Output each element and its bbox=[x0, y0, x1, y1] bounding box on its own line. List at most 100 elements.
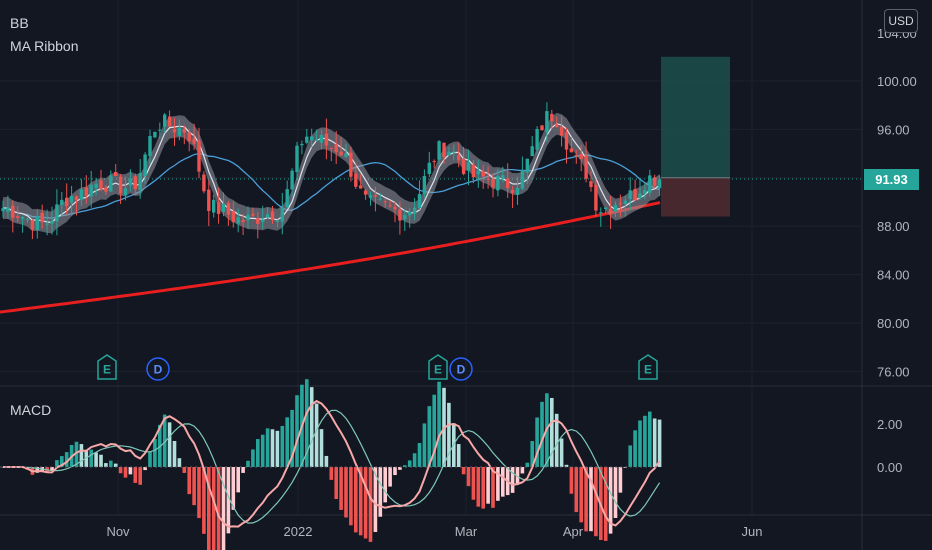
candle-body bbox=[442, 142, 446, 158]
macd-histogram-bar bbox=[241, 467, 245, 473]
macd-histogram-bar bbox=[216, 467, 221, 550]
macd-tick-label: 0.00 bbox=[877, 460, 902, 475]
candle-body bbox=[633, 188, 637, 201]
ma-blue-path bbox=[2, 152, 660, 219]
macd-histogram-bar bbox=[256, 439, 260, 467]
macd-histogram-bar bbox=[613, 467, 618, 518]
candle-body bbox=[486, 178, 490, 180]
candle-body bbox=[172, 129, 177, 133]
macd-histogram-bar bbox=[319, 429, 324, 467]
macd-histogram-bar bbox=[354, 467, 358, 533]
candle-body bbox=[197, 140, 201, 172]
macd-histogram-bar bbox=[378, 467, 383, 517]
candlesticks bbox=[1, 102, 662, 240]
macd-histogram-bar bbox=[501, 467, 505, 497]
macd-histogram-bar bbox=[486, 467, 490, 504]
macd-histogram-bar bbox=[559, 438, 564, 467]
macd-histogram-bar bbox=[202, 467, 206, 534]
candle-body bbox=[236, 217, 240, 224]
candle-body bbox=[290, 170, 294, 190]
candle-body bbox=[182, 129, 186, 133]
candle-body bbox=[187, 132, 191, 142]
candle-body bbox=[79, 189, 84, 200]
macd-histogram-bar bbox=[427, 406, 432, 467]
macd-histogram-bar bbox=[64, 452, 69, 467]
candle-body bbox=[300, 143, 304, 146]
macd-histogram-bar bbox=[265, 428, 270, 467]
macd-histogram-bar bbox=[172, 440, 177, 467]
candle-body bbox=[1, 208, 5, 212]
candle-body bbox=[314, 139, 319, 141]
candle-body bbox=[280, 208, 284, 222]
candle-body bbox=[45, 223, 49, 225]
candle-body bbox=[99, 180, 103, 189]
candle-body bbox=[310, 136, 314, 141]
macd-histogram-bar bbox=[143, 467, 147, 471]
candle-body bbox=[422, 176, 427, 194]
macd-histogram-bar bbox=[530, 441, 534, 467]
candle-body bbox=[143, 154, 147, 177]
ma-ribbon-indicator-label[interactable]: MA Ribbon bbox=[10, 38, 79, 54]
candle-body bbox=[545, 111, 549, 133]
sma-200-path bbox=[0, 201, 661, 314]
macd-histogram-bar bbox=[471, 467, 476, 500]
candle-body bbox=[604, 207, 608, 210]
macd-histogram-bar bbox=[177, 458, 182, 467]
macd-histogram-bar bbox=[447, 402, 451, 467]
macd-histogram-bar bbox=[412, 453, 417, 467]
macd-histogram-bar bbox=[192, 467, 196, 506]
macd-histogram-bar bbox=[481, 467, 485, 509]
candle-body bbox=[295, 145, 299, 173]
macd-histogram-bar bbox=[118, 467, 123, 474]
macd-histogram-bar bbox=[138, 467, 142, 485]
candle-body bbox=[476, 170, 480, 175]
candle-body bbox=[109, 175, 113, 192]
long-position-tool[interactable] bbox=[661, 56, 730, 217]
candle-body bbox=[84, 187, 88, 196]
macd-histogram-bar bbox=[358, 467, 363, 536]
candle-body bbox=[461, 158, 466, 174]
event-marker-label: D bbox=[457, 363, 466, 377]
macd-histogram-bar bbox=[221, 467, 226, 550]
candle-body bbox=[447, 151, 451, 156]
macd-histogram-bar bbox=[407, 460, 412, 467]
candle-body bbox=[618, 203, 623, 205]
macd-histogram-bar bbox=[211, 467, 216, 550]
candle-body bbox=[207, 189, 211, 211]
macd-histogram-bar bbox=[79, 444, 84, 467]
macd-histogram-bar bbox=[594, 467, 598, 537]
macd-histogram-bar bbox=[246, 460, 250, 467]
macd-histogram-bar bbox=[123, 467, 128, 478]
macd-histogram-bar bbox=[383, 467, 387, 503]
last-price-tag: 91.93 bbox=[864, 169, 919, 190]
macd-histogram-bar bbox=[432, 394, 436, 467]
macd-histogram-bar bbox=[554, 413, 559, 467]
candle-body bbox=[319, 134, 324, 143]
candle-body bbox=[305, 136, 309, 143]
candle-body bbox=[589, 181, 593, 187]
candle-body bbox=[69, 195, 74, 203]
candle-body bbox=[241, 220, 245, 223]
candle-body bbox=[270, 211, 275, 221]
macd-histogram-bar bbox=[167, 422, 172, 467]
candle-body bbox=[11, 205, 15, 218]
candle-body bbox=[452, 151, 456, 153]
macd-histogram-bar bbox=[638, 420, 642, 467]
macd-histogram-bar bbox=[290, 409, 294, 467]
candle-body bbox=[256, 218, 260, 224]
candle-body bbox=[177, 127, 182, 136]
macd-indicator-label[interactable]: MACD bbox=[10, 402, 52, 418]
macd-histogram-bar bbox=[589, 467, 593, 532]
macd-histogram-bar bbox=[520, 467, 525, 474]
currency-button[interactable]: USD bbox=[884, 9, 918, 33]
bb-indicator-label[interactable]: BB bbox=[10, 15, 29, 31]
macd-histogram-bar bbox=[584, 467, 588, 532]
candle-body bbox=[114, 172, 118, 176]
candle-body bbox=[594, 184, 598, 211]
candle-body bbox=[354, 173, 358, 187]
position-profit-zone bbox=[661, 56, 730, 178]
candle-body bbox=[437, 141, 441, 160]
